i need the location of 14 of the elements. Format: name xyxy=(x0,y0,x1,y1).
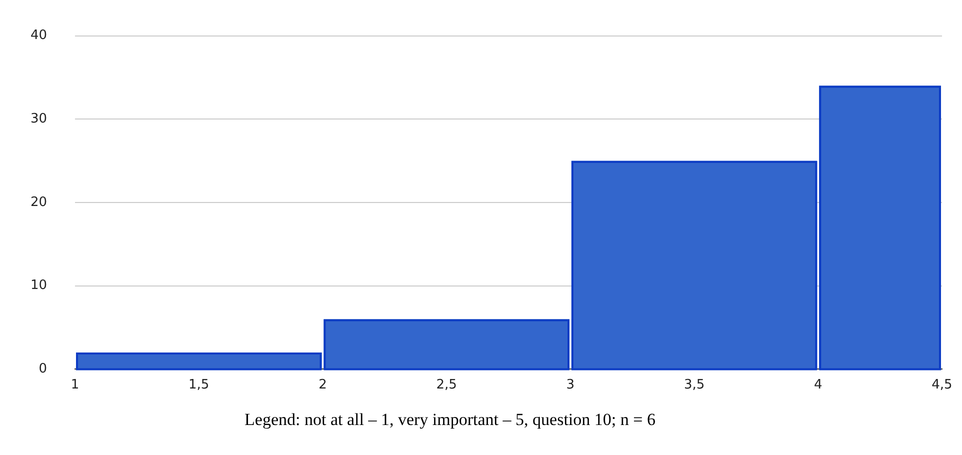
y-tick-label: 0 xyxy=(38,362,47,377)
y-tick-label: 40 xyxy=(30,28,47,44)
x-tick-label: 1,5 xyxy=(188,377,210,392)
y-tick-label: 20 xyxy=(30,194,47,210)
x-tick-label: 1 xyxy=(70,377,80,392)
x-tick-label: 3 xyxy=(566,377,575,392)
y-tick-label: 30 xyxy=(30,112,47,127)
y-tick-label: 10 xyxy=(30,278,47,294)
text: Legend: not at all – 1, very important – 5, question 10; n = 6 xyxy=(244,410,656,430)
x-tick-label: 4 xyxy=(814,377,822,392)
x-tick-label: 2,5 xyxy=(436,377,457,392)
x-tick-label: 4,5 xyxy=(932,377,952,392)
x-tick-label: 3,5 xyxy=(684,377,705,392)
x-tick-label: 2 xyxy=(318,377,327,392)
